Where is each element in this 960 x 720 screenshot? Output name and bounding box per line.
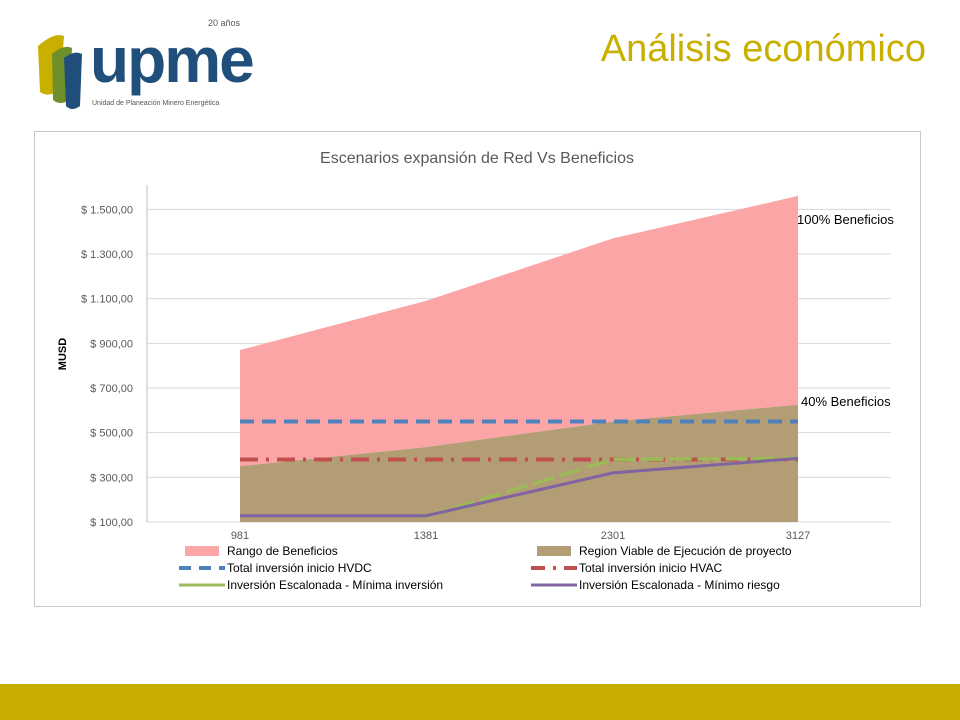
legend-label: Rango de Beneficios [227, 544, 338, 558]
y-tick-label: $ 700,00 [90, 383, 133, 395]
x-tick-label: 1381 [414, 530, 438, 542]
line-minimo-riesgo [240, 456, 799, 518]
legend-swatch [537, 546, 571, 556]
chart: Escenarios expansión de Red Vs Beneficio… [57, 150, 894, 592]
band-beneficios [240, 195, 798, 467]
legend-swatch [185, 546, 219, 556]
logo-wordmark: upme [90, 24, 255, 96]
page-title: Análisis económico [600, 28, 926, 70]
logo-mark-icon [38, 35, 82, 109]
line-minima-inversion [425, 456, 799, 519]
legend-label: Region Viable de Ejecución de proyecto [579, 544, 792, 558]
chart-frame: Escenarios expansión de Red Vs Beneficio… [34, 131, 921, 607]
x-tick-label: 3127 [786, 530, 810, 542]
y-tick-label: $ 300,00 [90, 472, 133, 484]
annotation-100-beneficios: 100% Beneficios [797, 212, 894, 227]
legend-label: Total inversión inicio HVDC [227, 561, 372, 575]
legend-label: Inversión Escalonada - Mínima inversión [227, 578, 443, 592]
footer-bar [0, 684, 960, 720]
y-tick-label: $ 900,00 [90, 338, 133, 350]
area-region-viable [240, 404, 798, 522]
logo-mark-blue [64, 52, 82, 109]
legend-label: Inversión Escalonada - Mínimo riesgo [579, 578, 780, 592]
legend-label: Total inversión inicio HVAC [579, 561, 723, 575]
x-tick-label: 2301 [601, 530, 625, 542]
y-tick-label: $ 500,00 [90, 428, 133, 440]
logo-subtitle: Unidad de Planeación Minero Energética [92, 100, 220, 107]
y-tick-label: $ 1.100,00 [81, 294, 133, 306]
annotation-40-beneficios: 40% Beneficios [801, 394, 891, 409]
chart-title: Escenarios expansión de Red Vs Beneficio… [320, 150, 634, 167]
y-tick-label: $ 1.300,00 [81, 249, 133, 261]
y-axis-label: MUSD [57, 338, 69, 370]
logo-years: 20 años [208, 18, 241, 28]
x-tick-label: 981 [231, 530, 249, 542]
upme-logo: upme 20 años Unidad de Planeación Minero… [34, 18, 255, 113]
y-tick-label: $ 100,00 [90, 517, 133, 529]
y-tick-label: $ 1.500,00 [81, 204, 133, 216]
